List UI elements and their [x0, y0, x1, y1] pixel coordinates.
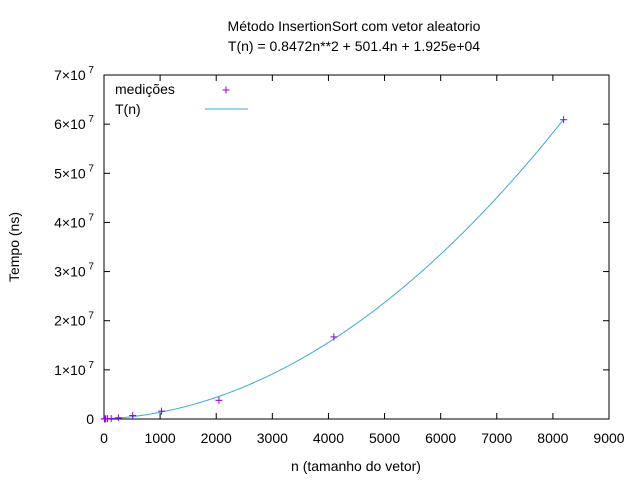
legend: medições T(n): [115, 81, 248, 117]
data-point: [215, 396, 223, 404]
legend-label-medicoes: medições: [115, 81, 175, 97]
fit-curve-line: [103, 119, 565, 420]
measurement-points: [100, 116, 568, 423]
y-tick-label: 2×10 7: [54, 311, 94, 329]
legend-point-symbol: [222, 86, 230, 94]
y-tick-label: 3×10 7: [54, 262, 94, 280]
y-axis-label: Tempo (ns): [6, 212, 22, 282]
data-point: [560, 116, 568, 124]
y-tick-label: 6×10 7: [54, 114, 94, 132]
data-point: [107, 415, 115, 423]
x-tick-label: 8000: [537, 430, 568, 446]
data-point: [330, 333, 338, 341]
data-point: [114, 414, 122, 422]
y-tick-label: 5×10 7: [54, 163, 94, 181]
x-tick-label: 6000: [425, 430, 456, 446]
y-tick-label: 7×10 7: [54, 65, 94, 83]
x-tick-label: 1000: [145, 430, 176, 446]
plot-area: [103, 74, 610, 420]
data-point: [129, 412, 137, 420]
y-tick-label: 0: [86, 411, 94, 427]
x-axis-label: n (tamanho do vetor): [291, 458, 421, 474]
x-tick-label: 0: [100, 430, 108, 446]
chart-title: Método InsertionSort com vetor aleatorio: [228, 18, 481, 34]
y-tick-label: 1×10 7: [54, 360, 94, 378]
x-tick-label: 9000: [593, 430, 624, 446]
x-tick-label: 4000: [313, 430, 344, 446]
y-tick-label: 4×10 7: [54, 212, 94, 230]
legend-label-fit: T(n): [115, 101, 141, 117]
x-tick-label: 5000: [369, 430, 400, 446]
y-axis: 0 1×10 7 2×10 7 3×10 7 4×10 7 5×10 7 6×10 7 7×1…: [54, 65, 609, 427]
x-tick-label: 7000: [481, 430, 512, 446]
chart-subtitle: T(n) = 0.8472n**2 + 501.4n + 1.925e+04: [228, 38, 480, 54]
data-point: [157, 407, 165, 415]
legend-marker-medicoes: [222, 86, 230, 94]
x-tick-label: 3000: [257, 430, 288, 446]
x-tick-label: 2000: [201, 430, 232, 446]
x-axis: 0 1000 2000 3000 4000 5000 6000 7000 8000 9000: [100, 75, 625, 446]
